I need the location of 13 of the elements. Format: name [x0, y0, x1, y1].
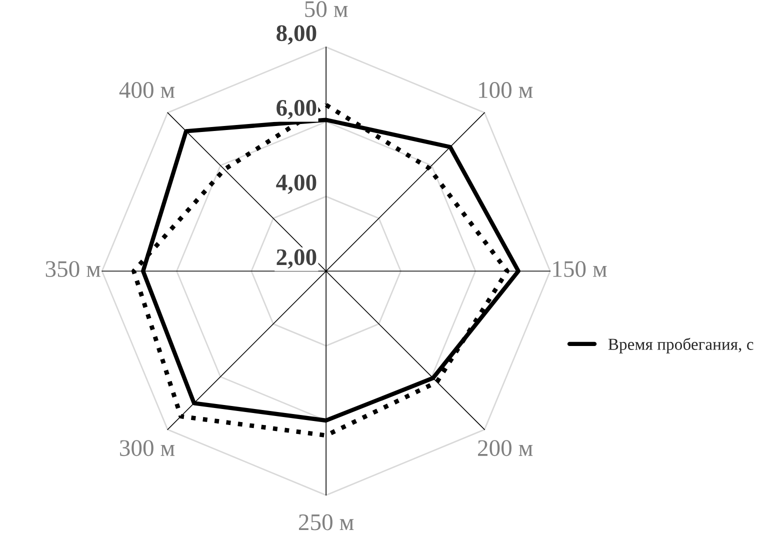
- spoke-label: 200 м: [478, 440, 533, 456]
- spoke-label: 400 м: [119, 82, 175, 98]
- y-tick-label: 4,00: [276, 174, 316, 194]
- spoke-label: 300 м: [120, 440, 175, 456]
- spoke-label: 150 м: [553, 261, 607, 278]
- y-tick-label: 8,00: [276, 25, 316, 45]
- spoke-label: 100 м: [479, 82, 533, 98]
- spoke-label: 50 м: [305, 1, 348, 18]
- y-tick-label: 6,00: [276, 100, 316, 120]
- y-tick-label: 2,00: [276, 249, 316, 269]
- legend-label: Время пробегания, с: [608, 338, 754, 354]
- spoke-label: 350 м: [46, 261, 100, 278]
- spoke-label: 250 м: [298, 514, 354, 530]
